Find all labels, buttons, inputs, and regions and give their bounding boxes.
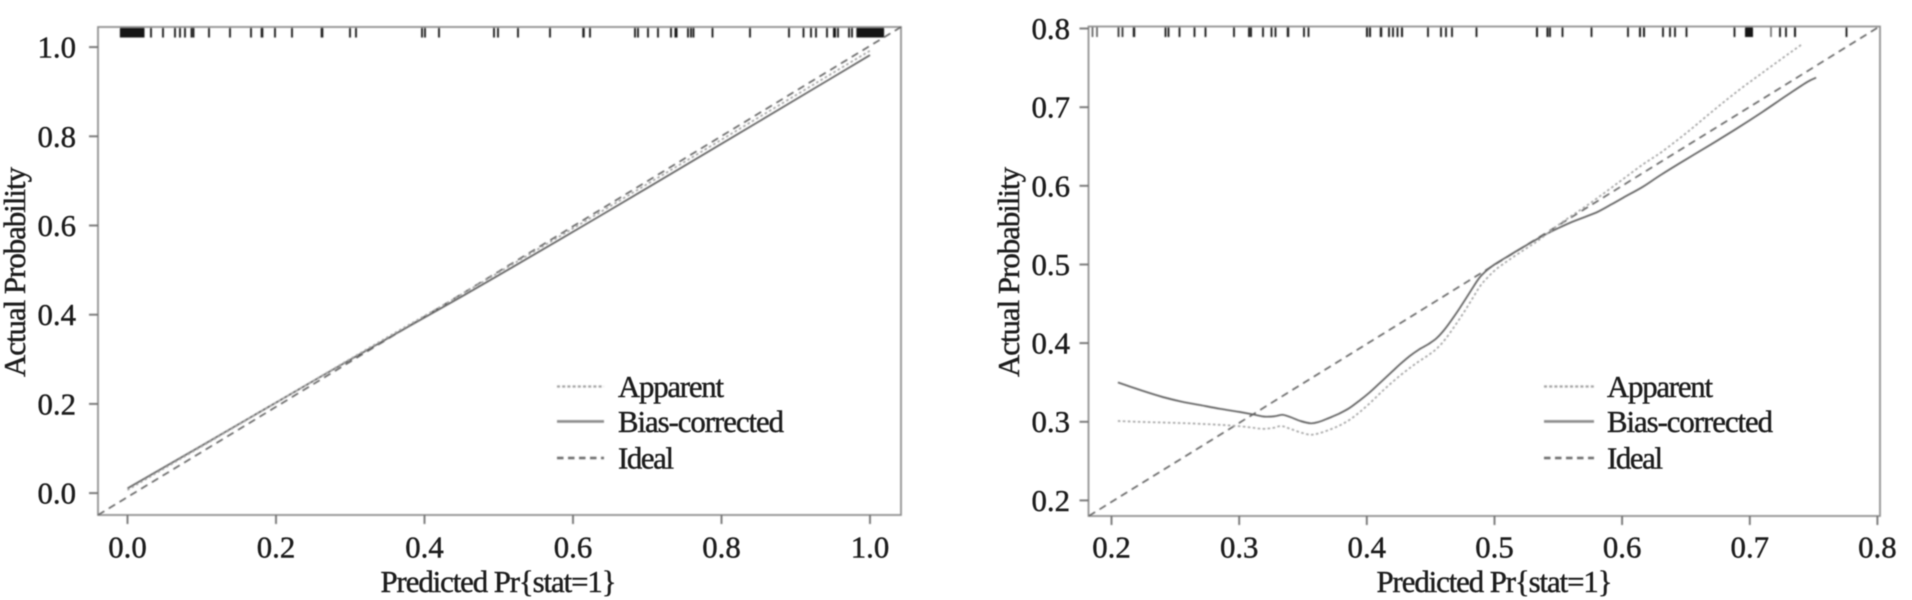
svg-text:1.0: 1.0 [851,531,890,565]
svg-text:0.6: 0.6 [1603,531,1642,565]
svg-text:0.8: 0.8 [1032,12,1071,46]
svg-text:0.6: 0.6 [554,531,593,565]
svg-text:0.0: 0.0 [108,531,147,565]
svg-text:Actual Probability: Actual Probability [992,166,1026,377]
svg-text:Bias-corrected: Bias-corrected [1607,405,1774,439]
svg-text:1.0: 1.0 [38,31,77,65]
svg-text:0.4: 0.4 [1348,531,1387,565]
svg-text:Actual Probability: Actual Probability [0,166,32,377]
svg-text:0.8: 0.8 [702,531,741,565]
svg-text:0.4: 0.4 [1032,327,1071,361]
svg-text:0.3: 0.3 [1032,405,1071,439]
svg-text:0.2: 0.2 [257,531,296,565]
svg-text:0.3: 0.3 [1220,531,1259,565]
svg-text:Ideal: Ideal [1607,442,1663,476]
svg-text:0.4: 0.4 [405,531,444,565]
svg-text:Bias-corrected: Bias-corrected [618,405,785,439]
svg-text:0.5: 0.5 [1032,248,1071,282]
svg-text:0.8: 0.8 [38,120,77,154]
svg-text:0.8: 0.8 [1858,531,1897,565]
svg-text:0.6: 0.6 [1032,169,1071,203]
svg-text:0.2: 0.2 [38,387,77,421]
svg-text:Predicted Pr{stat=1}: Predicted Pr{stat=1} [381,565,617,599]
svg-text:Apparent: Apparent [618,370,724,404]
svg-text:Ideal: Ideal [618,442,674,476]
svg-text:0.2: 0.2 [1092,531,1131,565]
svg-text:0.7: 0.7 [1731,531,1770,565]
svg-text:0.6: 0.6 [38,209,77,243]
svg-text:Apparent: Apparent [1607,370,1713,404]
svg-text:0.7: 0.7 [1032,91,1071,125]
svg-text:0.4: 0.4 [38,298,77,332]
svg-text:Predicted Pr{stat=1}: Predicted Pr{stat=1} [1377,565,1613,599]
svg-text:0.2: 0.2 [1032,484,1071,518]
svg-text:0.0: 0.0 [38,477,77,511]
svg-text:0.5: 0.5 [1475,531,1514,565]
